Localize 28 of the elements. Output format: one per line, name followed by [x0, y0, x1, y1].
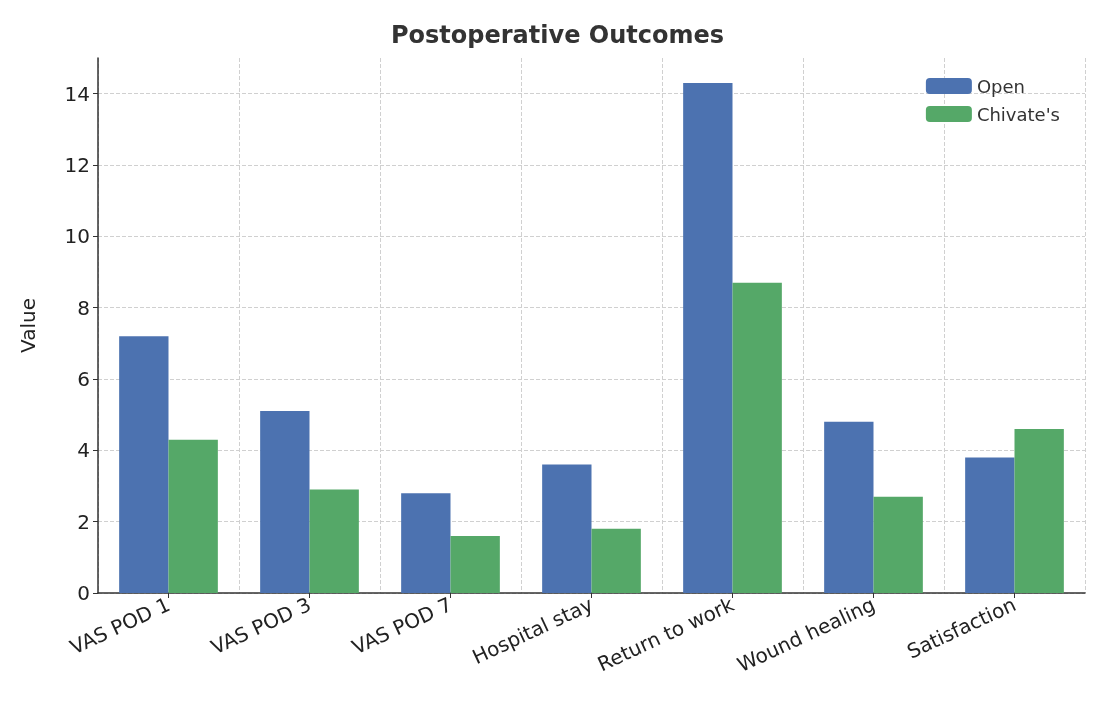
bar	[965, 457, 1015, 593]
y-tick-label: 0	[77, 581, 90, 605]
bar	[119, 336, 169, 593]
bar	[450, 535, 500, 593]
bar	[591, 528, 641, 593]
bar	[168, 439, 218, 593]
bar	[260, 411, 310, 593]
bar	[542, 464, 592, 593]
y-tick-label: 12	[64, 153, 90, 177]
bar	[824, 421, 874, 593]
y-tick-label: 14	[64, 81, 90, 106]
y-tick-label: 6	[77, 367, 90, 391]
y-tick-label: 2	[77, 509, 90, 534]
bar	[732, 282, 782, 593]
x-tick-label: VAS POD 7	[348, 592, 456, 660]
chart-title: Postoperative Outcomes	[390, 21, 725, 49]
x-tick-label: VAS POD 3	[207, 592, 315, 660]
y-axis-title: Value	[16, 298, 40, 353]
legend-label: Open	[976, 75, 1025, 97]
y-tick-label: 10	[64, 224, 90, 249]
bar	[683, 82, 733, 593]
bar	[1014, 428, 1064, 593]
y-tick-label: 4	[77, 438, 90, 463]
legend-label: Chivate's	[976, 103, 1061, 125]
y-tick-label: 8	[77, 295, 90, 320]
bar	[873, 496, 923, 593]
bar	[401, 493, 451, 593]
bar	[309, 489, 359, 593]
